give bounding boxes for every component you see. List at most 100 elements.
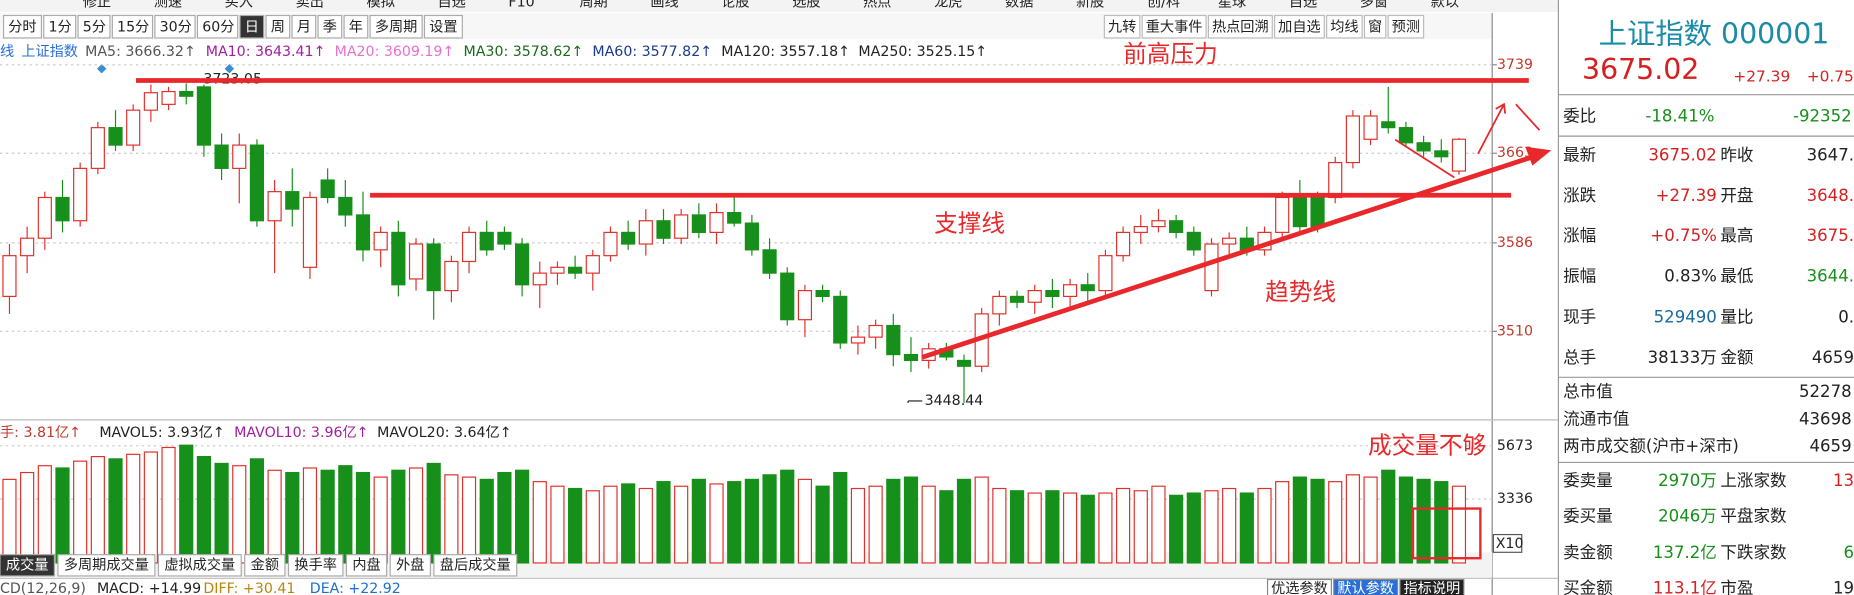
- param-label[interactable]: 默认参数: [1337, 580, 1394, 595]
- period-button[interactable]: [43, 14, 77, 39]
- candle-body: [514, 243, 530, 286]
- volume-bar: [727, 481, 742, 564]
- menu-item[interactable]: 热点: [863, 0, 891, 10]
- volume-bar: [1009, 490, 1025, 564]
- menu-item[interactable]: 论股: [721, 0, 749, 10]
- menu-item[interactable]: 新股: [1076, 0, 1104, 10]
- period-label[interactable]: 60分: [202, 19, 234, 35]
- menu-item[interactable]: 测速: [154, 0, 182, 10]
- menu-item[interactable]: 买入: [225, 0, 253, 10]
- candle-body: [249, 144, 265, 222]
- menu-item[interactable]: F10: [508, 0, 534, 10]
- period-label[interactable]: 分时: [8, 19, 36, 35]
- menu-bar: [0, 0, 1559, 12]
- menu-item[interactable]: 画线: [650, 0, 678, 10]
- period-button[interactable]: [239, 14, 265, 39]
- tab-label[interactable]: 金额: [251, 557, 279, 573]
- tab-label[interactable]: 虚拟成交量: [164, 556, 235, 573]
- tool-button[interactable]: [1103, 14, 1141, 39]
- tool-button[interactable]: [1363, 14, 1387, 39]
- period-label[interactable]: 季: [323, 19, 337, 35]
- period-label[interactable]: 设置: [429, 19, 457, 35]
- menu-item[interactable]: 周期: [579, 0, 607, 10]
- period-button[interactable]: [317, 14, 343, 39]
- menu-item[interactable]: 款以: [1431, 0, 1459, 10]
- period-button[interactable]: [265, 14, 291, 39]
- menu-item[interactable]: 创/科: [1147, 0, 1180, 10]
- period-label[interactable]: 日: [245, 19, 259, 35]
- tool-label[interactable]: 九转: [1108, 19, 1136, 35]
- volume-bar: [1186, 492, 1201, 564]
- menu-item[interactable]: 多窗: [1360, 0, 1388, 10]
- period-button[interactable]: [291, 14, 317, 39]
- tool-button[interactable]: [1274, 14, 1325, 39]
- candle-body: [1310, 196, 1325, 228]
- tab-label[interactable]: 外盘: [396, 556, 424, 573]
- period-label[interactable]: 1分: [48, 19, 71, 35]
- period-label[interactable]: 5分: [83, 19, 106, 35]
- tool-button[interactable]: [1326, 14, 1363, 39]
- tool-button[interactable]: [1207, 14, 1273, 39]
- period-label[interactable]: 月: [297, 19, 311, 35]
- param-label[interactable]: 优选参数: [1271, 580, 1328, 595]
- tool-label[interactable]: 均线: [1330, 19, 1358, 35]
- quote-value: 2970万: [1658, 471, 1717, 490]
- menu-item[interactable]: 自选: [437, 0, 465, 10]
- param-button[interactable]: [1266, 578, 1332, 595]
- menu-item[interactable]: 龙虎: [934, 0, 962, 10]
- period-button[interactable]: [343, 14, 369, 39]
- volume-bar: [408, 467, 424, 564]
- candle-body: [797, 289, 813, 321]
- indicator-tab[interactable]: [389, 554, 431, 577]
- y-tick-label: 3739: [1497, 57, 1533, 73]
- period-button[interactable]: [2, 14, 42, 39]
- tool-label[interactable]: 重大事件: [1146, 19, 1203, 35]
- tab-label[interactable]: 内盘: [352, 556, 380, 573]
- candle-body: [355, 214, 371, 251]
- tab-label[interactable]: 换手率: [294, 556, 337, 573]
- tool-button[interactable]: [1387, 14, 1425, 39]
- menu-item[interactable]: 数据: [1005, 0, 1033, 10]
- menu-item[interactable]: 卖出: [296, 0, 324, 10]
- menu-item[interactable]: 自选: [1289, 0, 1317, 10]
- tab-label[interactable]: 盘后成交量: [440, 556, 511, 573]
- menu-item[interactable]: 星球: [1218, 0, 1246, 10]
- param-button[interactable]: [1399, 578, 1465, 595]
- indicator-tab[interactable]: [157, 554, 242, 577]
- indicator-tab[interactable]: [287, 554, 344, 577]
- candle-body: [1133, 225, 1148, 233]
- menu-item[interactable]: 修正: [83, 0, 111, 10]
- quote-value: 3647.: [1807, 146, 1854, 165]
- indicator-tab[interactable]: [433, 554, 518, 577]
- period-label[interactable]: 多周期: [375, 18, 418, 35]
- tab-label[interactable]: 多周期成交量: [64, 556, 149, 573]
- period-button[interactable]: [196, 14, 239, 39]
- param-button[interactable]: [1333, 578, 1399, 595]
- period-button[interactable]: [369, 14, 423, 39]
- quote-label: 流通市值: [1563, 409, 1629, 428]
- candle-body: [709, 212, 724, 233]
- indicator-tab[interactable]: [244, 554, 286, 577]
- tool-label[interactable]: 预测: [1392, 19, 1420, 35]
- candle-body: [373, 231, 388, 251]
- menu-item[interactable]: 选股: [792, 0, 820, 10]
- period-button[interactable]: [111, 14, 154, 39]
- param-label[interactable]: 指标说明: [1404, 581, 1461, 595]
- menu-item[interactable]: 模拟: [367, 0, 395, 10]
- indicator-tab[interactable]: [57, 554, 156, 577]
- tool-label[interactable]: 加自选: [1278, 19, 1321, 35]
- period-label[interactable]: 30分: [160, 19, 192, 35]
- indicator-tab[interactable]: [0, 554, 55, 577]
- period-label[interactable]: 年: [349, 19, 363, 35]
- indicator-tab[interactable]: [345, 554, 388, 577]
- period-label[interactable]: 15分: [117, 19, 149, 35]
- period-label[interactable]: 周: [271, 19, 285, 35]
- tool-button[interactable]: [1141, 14, 1207, 39]
- period-button[interactable]: [77, 14, 111, 39]
- period-button[interactable]: [423, 14, 463, 39]
- tool-label[interactable]: 热点回溯: [1212, 19, 1269, 35]
- tab-label[interactable]: 成交量: [6, 556, 49, 573]
- candle-body: [196, 86, 211, 146]
- period-button[interactable]: [154, 14, 196, 39]
- tool-label[interactable]: 窗: [1368, 18, 1382, 35]
